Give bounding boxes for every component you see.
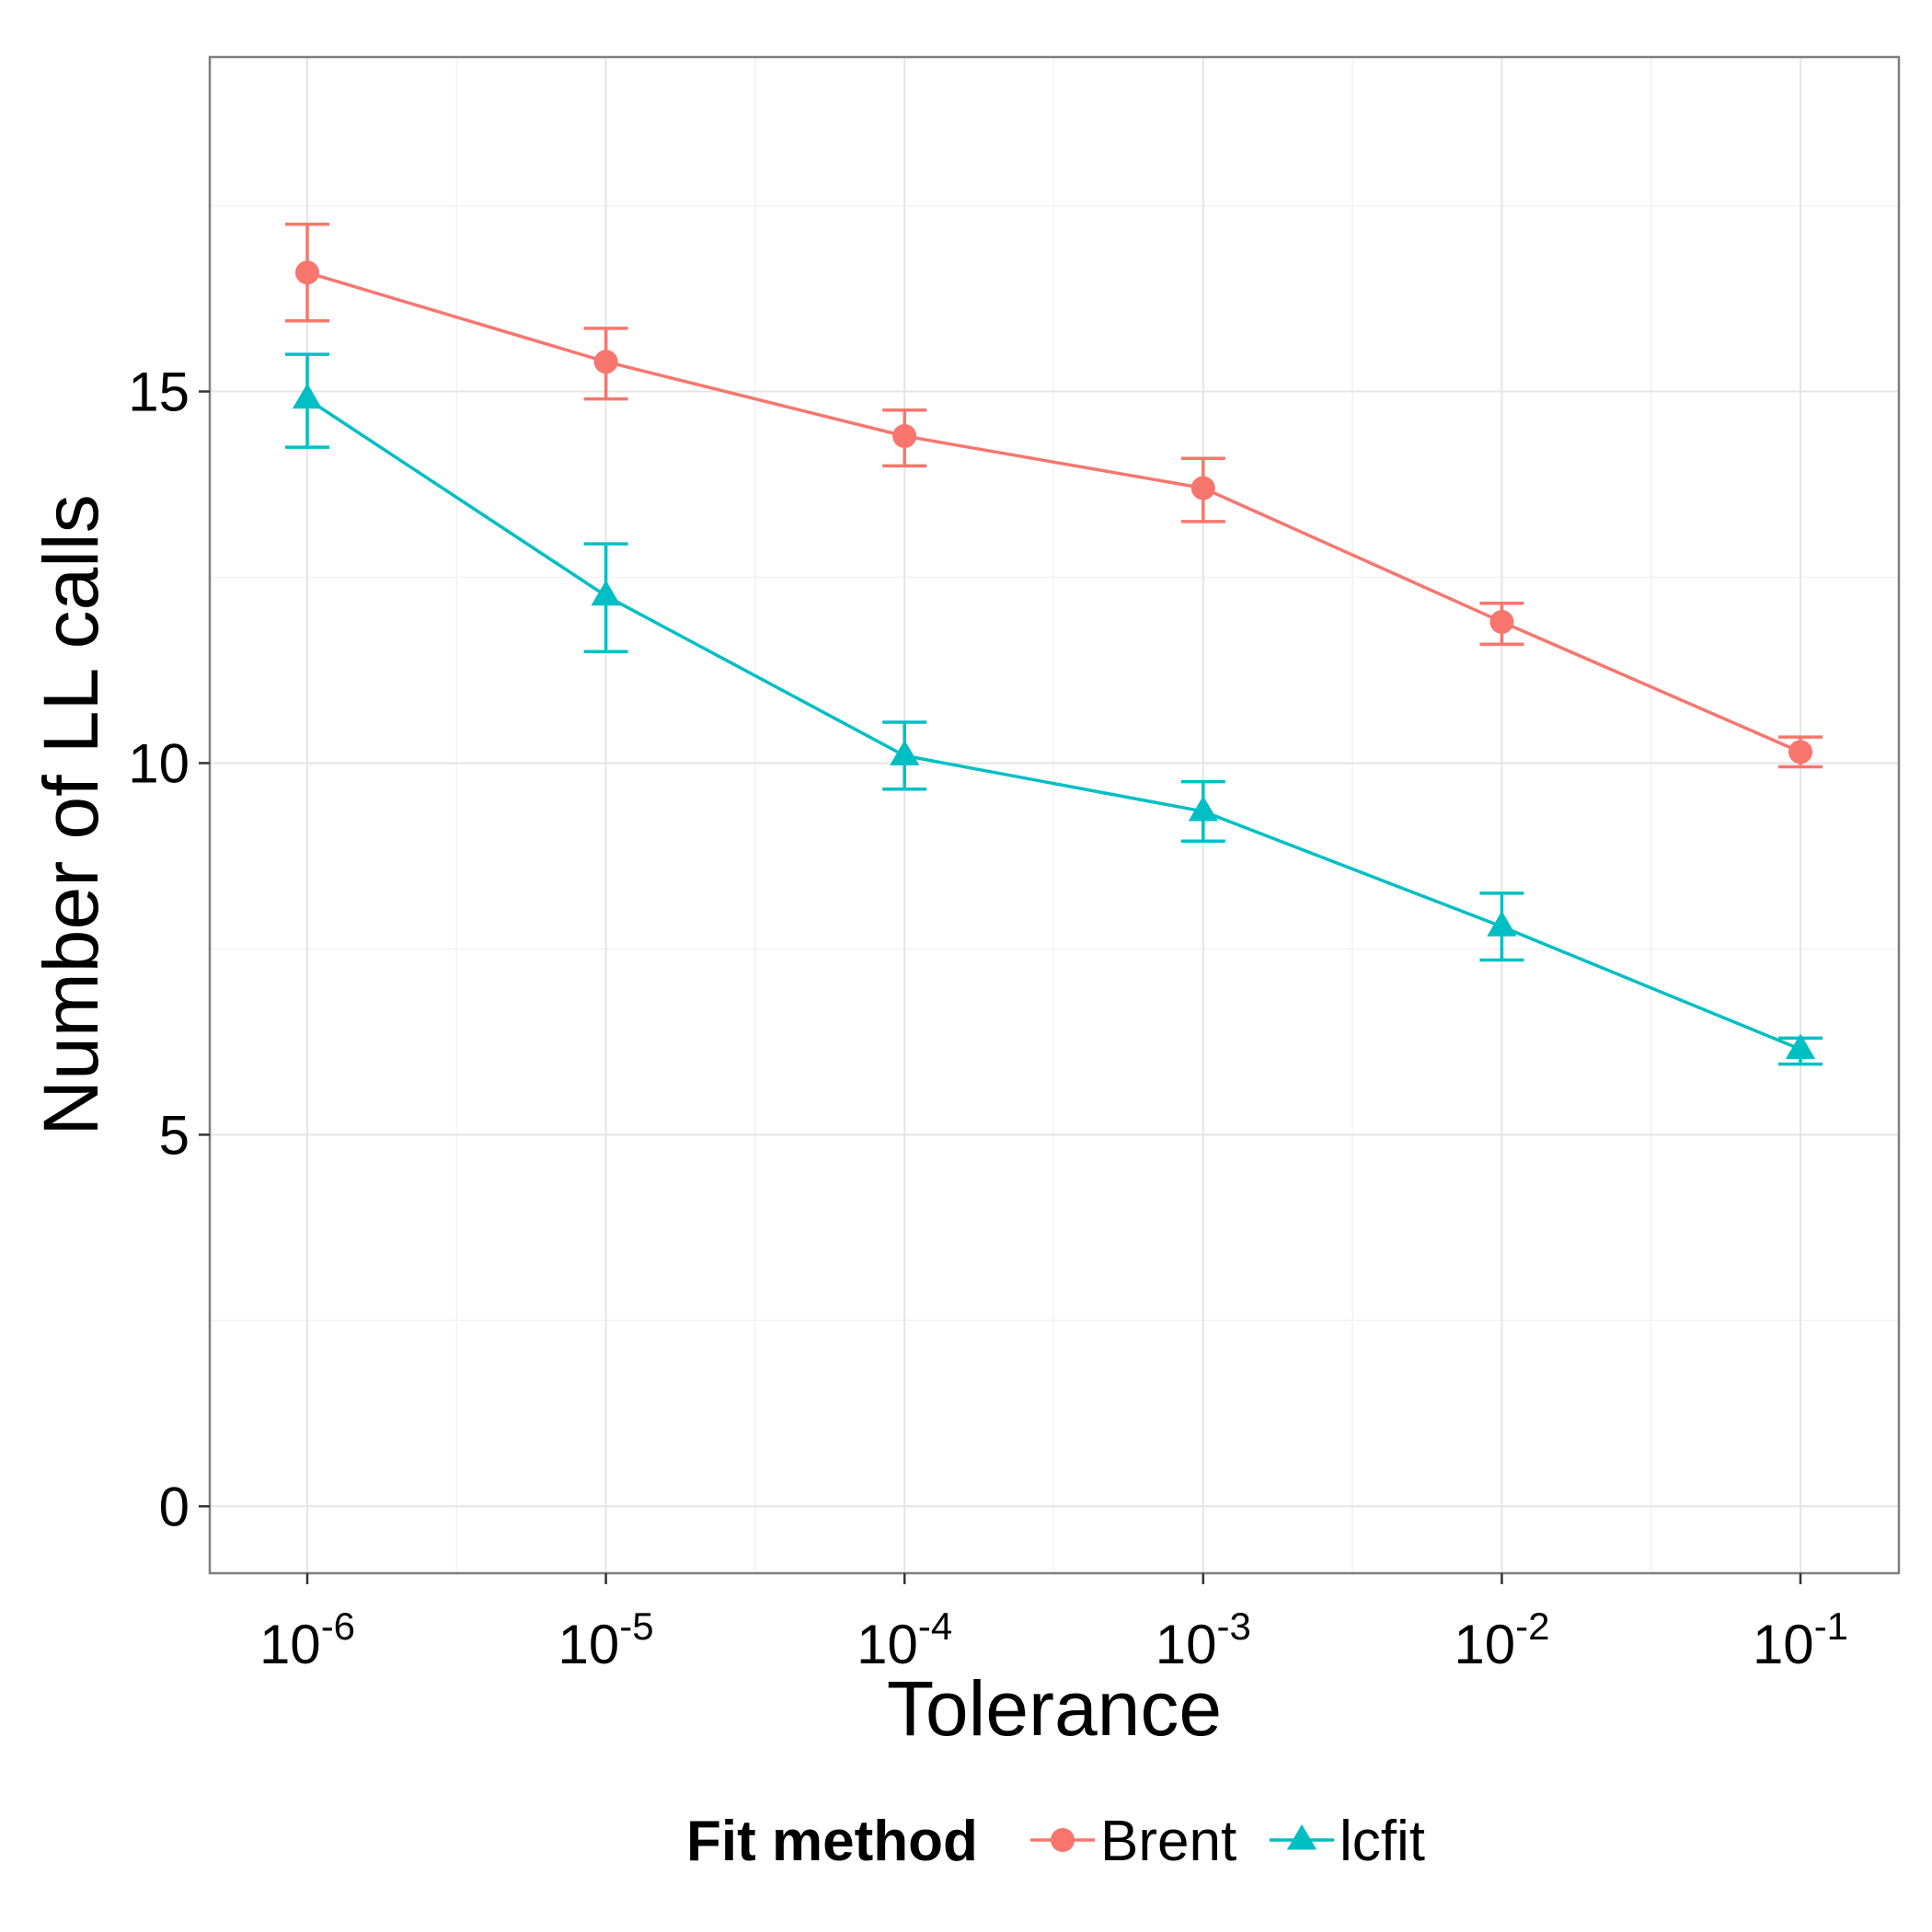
x-tick-label-base: 10: [1454, 1614, 1515, 1675]
x-tick-label-base: 10: [259, 1614, 321, 1675]
legend: Fit method Brent lcfit: [686, 1810, 1425, 1873]
legend-title: Fit method: [686, 1810, 978, 1873]
y-axis-title: Number of LL calls: [28, 494, 114, 1135]
plot-panel-border: [208, 55, 1901, 1575]
x-axis: 10-6 10-5 10-4 10-3 10-2 10-1: [259, 1573, 1848, 1675]
point-Brent: [593, 350, 618, 374]
series-lcfit: [285, 352, 1823, 1066]
legend-item-Brent: Brent: [1030, 1810, 1236, 1873]
point-lcfit: [1188, 795, 1218, 822]
x-tick-label: 10-3: [1156, 1604, 1251, 1675]
legend-label-lcfit: lcfit: [1340, 1810, 1425, 1873]
point-lcfit: [591, 580, 621, 606]
series-layer: [285, 223, 1823, 1066]
x-tick-label-base: 10: [558, 1614, 620, 1675]
point-Brent: [1489, 609, 1514, 634]
series-line-Brent: [306, 270, 1801, 753]
point-lcfit: [292, 383, 323, 409]
legend-key-marker: [1051, 1828, 1075, 1852]
legend-items: Brent lcfit: [1030, 1810, 1425, 1873]
x-tick-label-exponent: -6: [321, 1604, 355, 1648]
series-Brent: [285, 223, 1823, 769]
x-tick-label: 10-4: [857, 1604, 952, 1675]
point-lcfit: [1785, 1033, 1816, 1060]
point-Brent: [1788, 740, 1812, 765]
y-tick-label: 5: [159, 1104, 190, 1166]
point-lcfit: [1487, 911, 1517, 937]
point-lcfit: [890, 740, 920, 765]
y-axis: 0 5 10 15: [128, 362, 210, 1537]
grid-major: [210, 57, 1899, 1573]
y-tick-label: 10: [128, 732, 190, 794]
x-tick-label-base: 10: [857, 1614, 918, 1675]
x-tick-label: 10-6: [259, 1604, 355, 1675]
x-tick-label-exponent: -4: [918, 1604, 952, 1648]
legend-label-Brent: Brent: [1100, 1810, 1236, 1873]
y-tick-label: 15: [128, 362, 190, 423]
point-Brent: [295, 260, 319, 285]
x-tick-label-base: 10: [1753, 1614, 1814, 1675]
legend-key-marker: [1286, 1824, 1317, 1850]
y-tick-label: 0: [159, 1476, 190, 1537]
x-tick-label: 10-1: [1753, 1604, 1848, 1675]
series-line-lcfit: [306, 397, 1801, 1052]
point-Brent: [892, 424, 917, 448]
x-tick-label: 10-5: [558, 1604, 654, 1675]
x-tick-label-exponent: -1: [1814, 1604, 1848, 1648]
x-tick-label-exponent: -3: [1216, 1604, 1250, 1648]
x-axis-title: Tolerance: [887, 1665, 1222, 1752]
x-tick-label-exponent: -2: [1515, 1604, 1549, 1648]
grid-minor: [210, 57, 1899, 1573]
legend-item-lcfit: lcfit: [1270, 1810, 1425, 1873]
x-tick-label-base: 10: [1156, 1614, 1217, 1675]
x-tick-label: 10-2: [1454, 1604, 1549, 1675]
x-tick-label-exponent: -5: [619, 1604, 653, 1648]
point-Brent: [1190, 476, 1215, 500]
